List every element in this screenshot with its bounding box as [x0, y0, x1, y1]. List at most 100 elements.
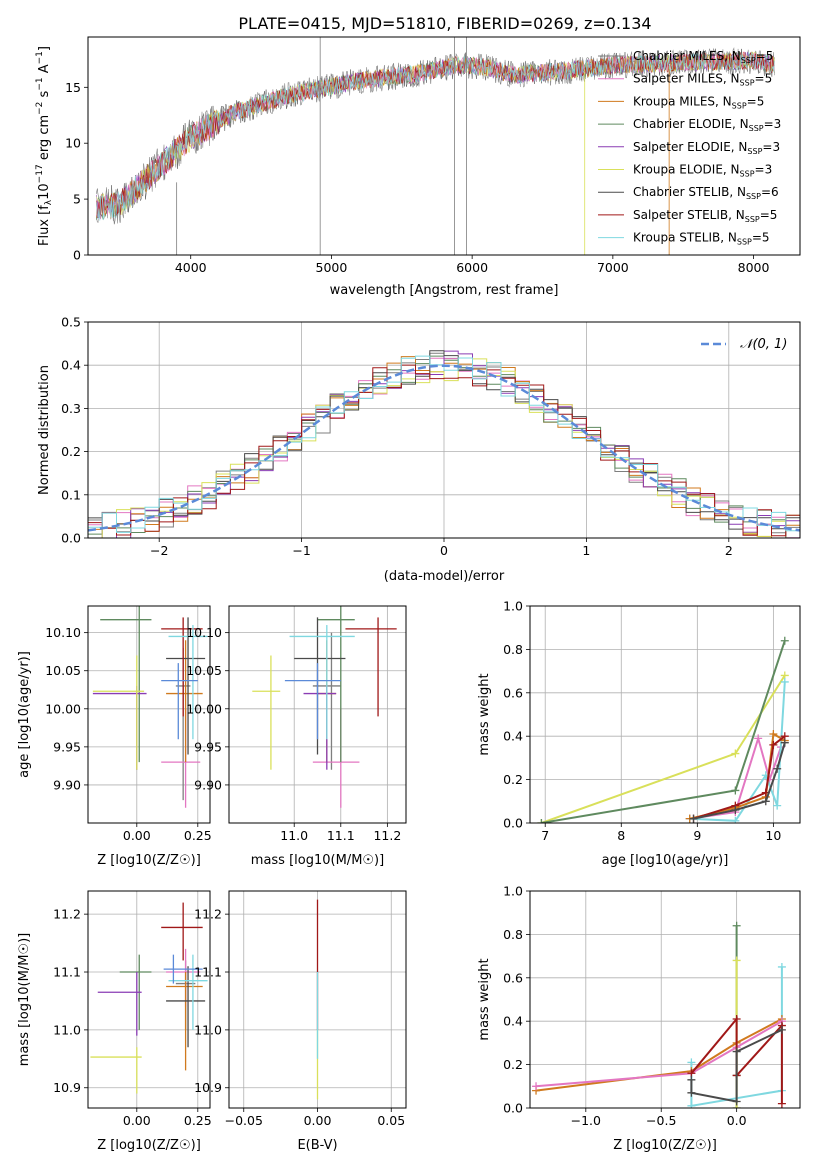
axes-frame	[228, 605, 407, 824]
y-axis-label: mass weight	[477, 958, 492, 1040]
axes-mass_vs_Z: 0.00 0.25 10.9 11.0 11.1 11.2 Z [log10(Z/Z☉)] m…	[17, 890, 212, 1153]
gaussian-curve	[88, 364, 800, 532]
tick-label-y: 0.0	[503, 816, 523, 831]
x-axis-label: mass [log10(M/M☉)]	[251, 853, 384, 868]
tick-label-x: 0.00	[304, 1113, 332, 1128]
tick-label-y: 0.6	[503, 685, 523, 700]
weight-marker	[731, 816, 740, 823]
tick-label-x: 1	[582, 543, 590, 558]
axes-frame	[87, 36, 801, 256]
weight-marker	[761, 797, 770, 806]
axes-spectrum: 4000 5000 6000 7000 8000 0 5 10 15 wavelength [An…	[35, 36, 801, 298]
tick-label-x: 0.00	[123, 1113, 151, 1128]
tick-label-x: 6000	[456, 260, 488, 275]
tick-label-y: 10.9	[194, 1080, 222, 1095]
tick-label-y: 10.10	[186, 625, 222, 640]
axes-mass_vs_ebv: −0.05 0.00 0.05 10.9 11.0 11.1 11.2 E(B-V)	[194, 890, 407, 1153]
tick-label-y: 9.90	[194, 777, 222, 792]
tick-label-y: 0.0	[503, 1101, 523, 1116]
weight-marker	[780, 677, 789, 686]
tick-label-y: 0.0	[61, 531, 81, 546]
tick-label-y: 11.0	[53, 1022, 81, 1037]
spectrum-line	[96, 47, 775, 224]
plot-area-weight_vs_Z	[532, 921, 786, 1108]
tick-label-y: 9.95	[53, 739, 81, 754]
y-axis-label: Normed distribution	[37, 365, 52, 495]
weight-marker	[769, 730, 778, 739]
axes-age_vs_mass: 11.0 11.1 11.2 9.90 9.95 10.00 10.05 10.10 mass …	[186, 605, 407, 868]
histogram-step	[88, 350, 800, 538]
weight-marker	[689, 814, 698, 823]
tick-label-x: 10	[765, 828, 781, 843]
tick-label-y: 1.0	[503, 599, 523, 614]
tick-label-x: 0.25	[184, 828, 212, 843]
tick-label-y: 11.1	[194, 965, 222, 980]
tick-label-y: 10.9	[53, 1080, 81, 1095]
x-axis-label: age [log10(age/yr)]	[602, 853, 729, 868]
tick-label-y: 10.05	[45, 663, 81, 678]
x-axis-label: Z [log10(Z/Z☉)]	[97, 1138, 201, 1153]
weight-line	[535, 1018, 783, 1092]
tick-label-x: 7000	[597, 260, 629, 275]
axes-frame	[228, 890, 407, 1109]
legend-label: Kroupa ELODIE, NSSP=3	[633, 163, 772, 179]
tick-label-x: 2	[725, 543, 733, 558]
tick-label-y: 0.2	[503, 1057, 523, 1072]
plot-area-age_vs_Z	[92, 606, 208, 808]
axes-age_vs_Z: 0.00 0.25 9.90 9.95 10.00 10.05 10.10 Z [log10(…	[17, 605, 212, 868]
tick-label-x: −1	[292, 543, 310, 558]
tick-label-y: 11.2	[194, 907, 222, 922]
weight-marker	[732, 1097, 741, 1106]
tick-label-x: 0.0	[727, 1113, 747, 1128]
tick-label-y: 10	[65, 136, 81, 151]
weight-marker	[731, 786, 740, 795]
legend-label: Salpeter STELIB, NSSP=5	[633, 208, 777, 224]
weight-marker	[687, 1088, 696, 1097]
legend: Chabrier MILES, NSSP=5 Salpeter MILES, NS…	[598, 49, 781, 247]
tick-label-y: 11.1	[53, 965, 81, 980]
tick-label-y: 0	[73, 248, 81, 263]
weight-marker	[769, 740, 778, 749]
tick-label-y: 1.0	[503, 884, 523, 899]
tick-label-y: 10.05	[186, 663, 222, 678]
tick-label-y: 10.00	[45, 701, 81, 716]
axes-frame	[529, 605, 801, 824]
weight-marker	[687, 1075, 696, 1084]
tick-label-x: 8000	[738, 260, 770, 275]
tick-label-x: 0.05	[377, 1113, 405, 1128]
legend-label: Chabrier MILES, NSSP=5	[633, 49, 773, 65]
tick-label-x: 5000	[316, 260, 348, 275]
tick-label-y: 0.3	[61, 401, 81, 416]
figure-title: PLATE=0415, MJD=51810, FIBERID=0269, z=0…	[238, 14, 651, 33]
legend-label: 𝒩(0, 1)	[740, 337, 787, 352]
tick-label-x: 4000	[175, 260, 207, 275]
tick-label-x: −0.5	[646, 1113, 676, 1128]
tick-label-x: 0.00	[123, 828, 151, 843]
x-axis-label: (data-model)/error	[384, 569, 505, 584]
tick-label-x: −1.0	[571, 1113, 601, 1128]
tick-label-x: 9	[693, 828, 701, 843]
legend-label: Salpeter ELODIE, NSSP=3	[633, 140, 780, 156]
y-axis-label: Flux [fλ10−17 erg cm−2 s−1 A−1]	[35, 46, 54, 246]
tick-label-x: 8	[617, 828, 625, 843]
tick-label-y: 9.90	[53, 777, 81, 792]
tick-label-y: 0.6	[503, 970, 523, 985]
tick-label-y: 0.4	[61, 358, 81, 373]
weight-marker	[732, 1047, 741, 1056]
tick-label-y: 0.2	[61, 444, 81, 459]
axes-weight_vs_age: 7 8 9 10 0.0 0.2 0.4 0.6 0.8 1.0 age [log10(age/yr…	[477, 599, 801, 868]
weight-marker	[773, 764, 782, 773]
axes-frame	[529, 890, 801, 1109]
legend-label: Kroupa STELIB, NSSP=5	[633, 231, 770, 247]
tick-label-y: 0.4	[503, 1014, 523, 1029]
tick-label-y: 9.95	[194, 739, 222, 754]
plot-area-residuals	[88, 350, 800, 538]
weight-marker	[731, 805, 740, 814]
tick-label-x: 0	[440, 543, 448, 558]
tick-label-y: 11.0	[194, 1022, 222, 1037]
tick-label-y: 15	[65, 80, 81, 95]
axes-frame	[87, 890, 211, 1109]
tick-label-y: 0.4	[503, 729, 523, 744]
axes-frame	[87, 605, 211, 824]
